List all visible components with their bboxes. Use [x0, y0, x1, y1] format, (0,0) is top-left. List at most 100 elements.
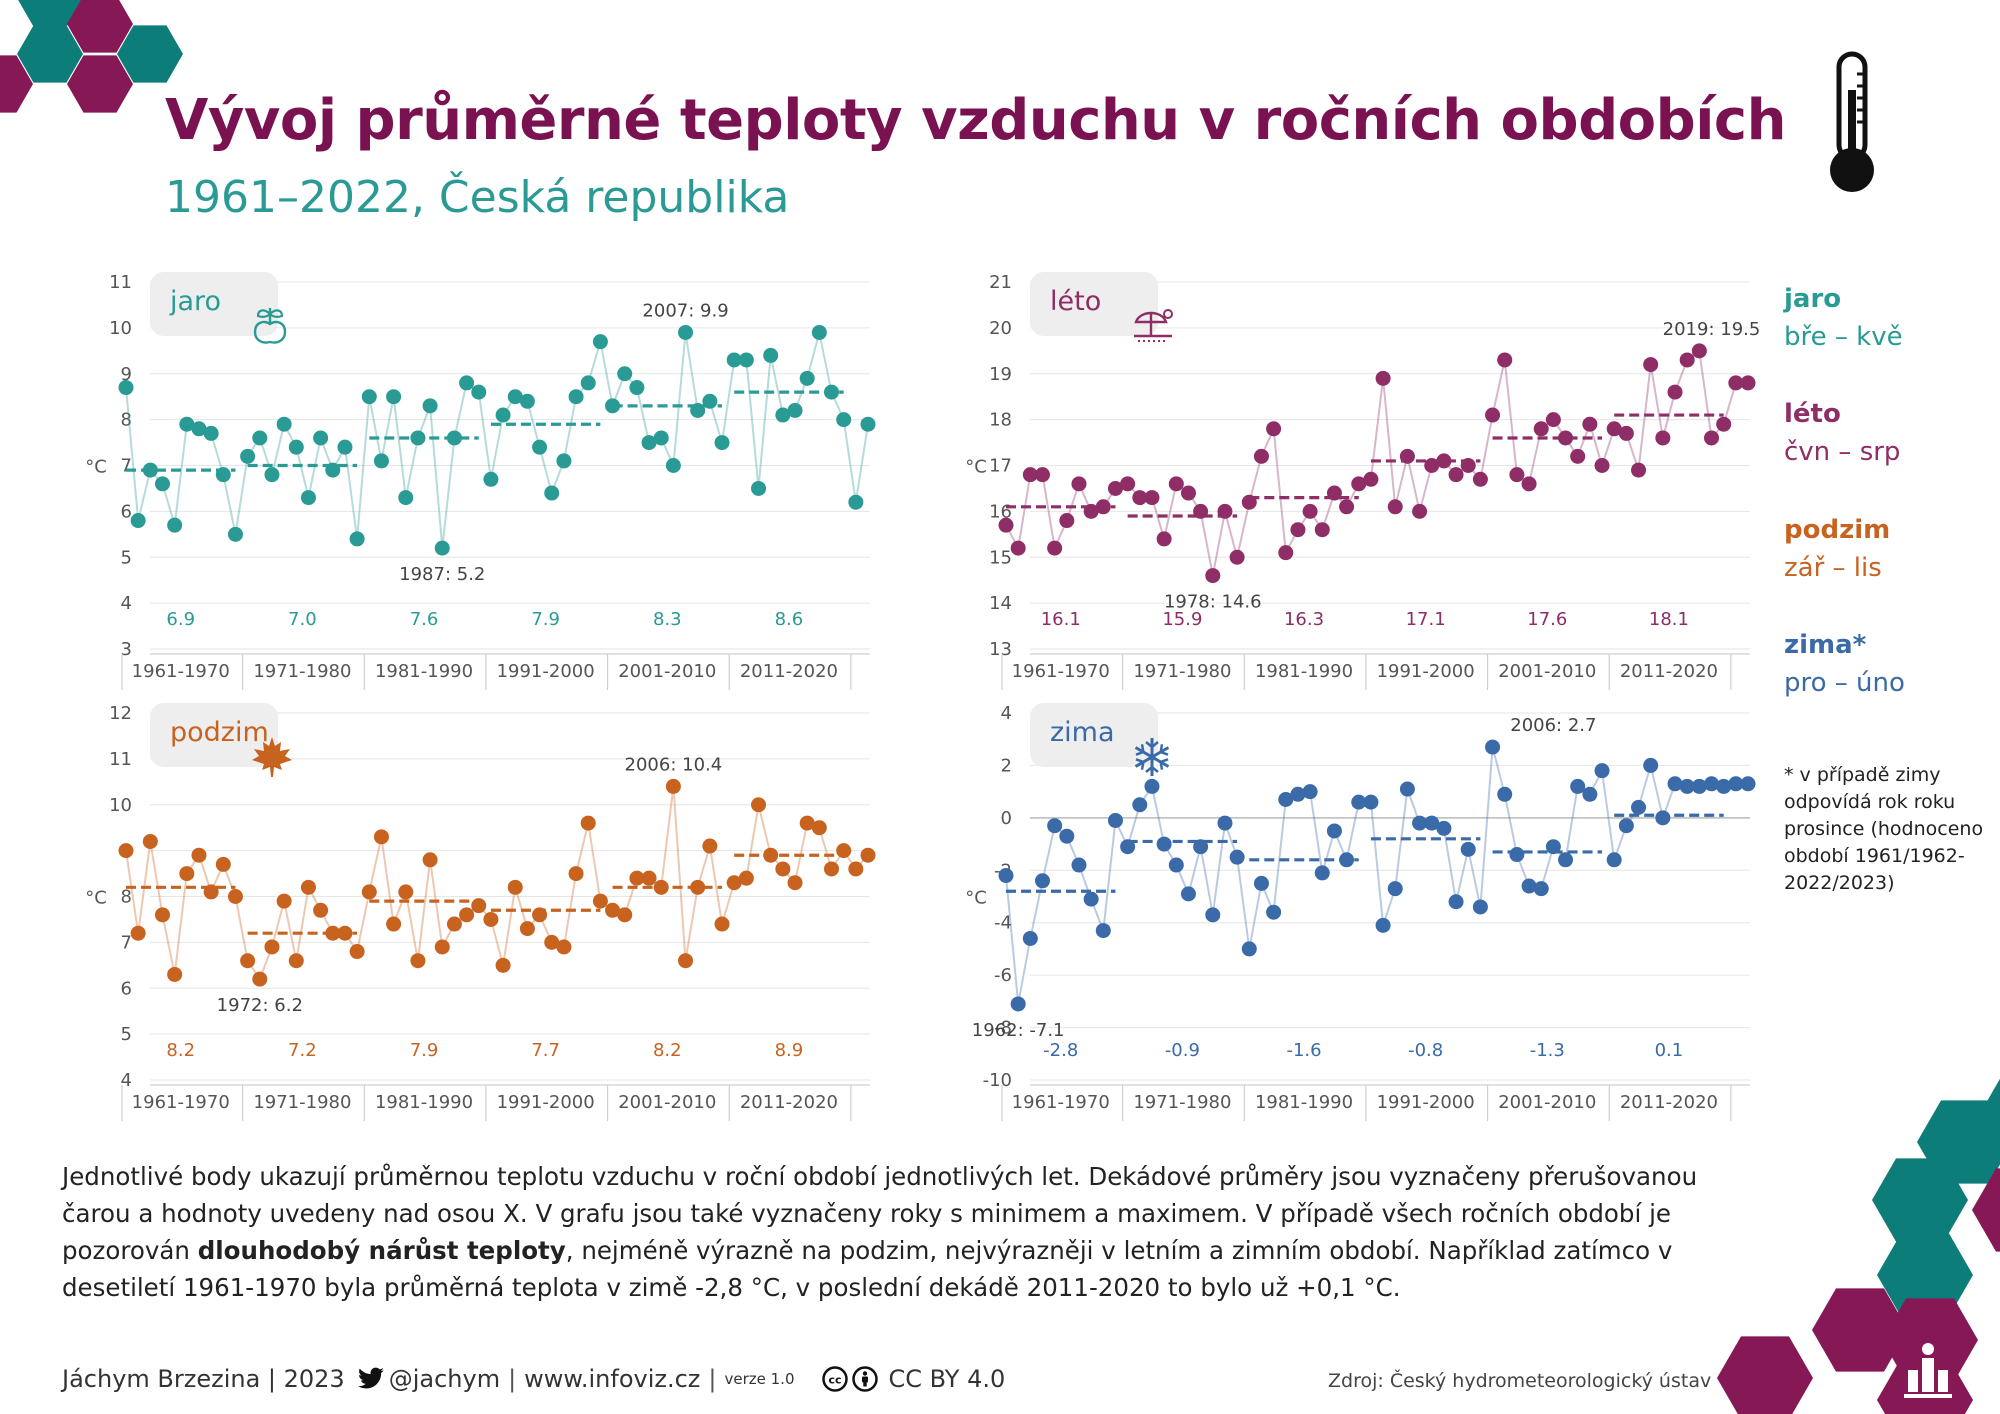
data-point [1180, 485, 1196, 501]
season-label: jaro [169, 286, 221, 317]
data-point [325, 462, 341, 478]
y-tick-label: 2 [1001, 755, 1012, 776]
annotation-label: 1972: 6.2 [217, 995, 303, 1016]
footer-twitter[interactable]: @jachym [388, 1365, 501, 1393]
x-tick-label: 2001-2010 [618, 1092, 716, 1113]
data-point [203, 425, 219, 441]
description: Jednotlivé body ukazují průměrnou teplot… [62, 1158, 1752, 1306]
y-tick-label: 6 [121, 501, 132, 522]
data-point [1241, 494, 1257, 510]
data-point [446, 916, 462, 932]
data-point [1083, 891, 1099, 907]
data-point [629, 870, 645, 886]
decade-mean-label: 8.3 [653, 609, 682, 630]
y-tick-label: 17 [989, 456, 1012, 477]
data-point [1606, 852, 1622, 868]
data-point [1728, 375, 1744, 391]
annotation-label: 1978: 14.6 [1164, 592, 1262, 613]
hexagon [1872, 1158, 1968, 1242]
data-point [1010, 996, 1026, 1012]
x-tick-label: 1961-1970 [132, 661, 230, 682]
footer-web[interactable]: www.infoviz.cz [524, 1365, 701, 1393]
y-tick-label: 5 [121, 1024, 132, 1045]
data-point [1509, 847, 1525, 863]
data-point [690, 402, 706, 418]
hexagon [1717, 1336, 1813, 1414]
legend-podzim: podzim zář – lis [1784, 511, 1890, 587]
decade-mean-label: 18.1 [1649, 609, 1689, 630]
x-tick-label: 2011-2020 [1620, 661, 1718, 682]
data-point [167, 517, 183, 533]
x-tick-label: 1991-2000 [497, 661, 595, 682]
data-point [1083, 503, 1099, 519]
data-point [1168, 476, 1184, 492]
data-point [203, 884, 219, 900]
footer-version: verze 1.0 [724, 1370, 795, 1388]
x-tick-label: 1981-1990 [375, 1092, 473, 1113]
data-point [1120, 839, 1136, 855]
x-tick-label: 1981-1990 [375, 661, 473, 682]
legend-name: jaro [1784, 284, 1842, 314]
y-tick-label: 7 [121, 456, 132, 477]
data-point [422, 398, 438, 414]
series-line [125, 332, 869, 549]
data-point [1460, 458, 1476, 473]
data-point [1740, 375, 1756, 391]
data-point [1485, 739, 1501, 755]
data-point [580, 815, 596, 831]
data-point [191, 847, 207, 863]
x-tick-label: 2001-2010 [618, 661, 716, 682]
data-point [300, 490, 316, 506]
data-point [763, 847, 779, 863]
data-point [1168, 857, 1184, 873]
annotation-label: 2006: 2.7 [1510, 715, 1596, 736]
y-axis-label: °C [85, 888, 107, 909]
data-point [799, 815, 815, 831]
data-point [1156, 531, 1172, 547]
data-point [775, 407, 791, 423]
data-point [276, 416, 292, 432]
data-point [422, 852, 438, 868]
data-point [142, 462, 158, 478]
season-label: podzim [170, 717, 269, 748]
data-point [763, 347, 779, 363]
data-point [1351, 476, 1367, 492]
data-point [1022, 467, 1038, 483]
data-point [738, 352, 754, 368]
data-point [507, 389, 523, 405]
data-point [459, 375, 475, 391]
data-point [1314, 865, 1330, 881]
data-point [1643, 757, 1659, 773]
data-point [1205, 907, 1221, 923]
data-point [1266, 421, 1282, 437]
data-point [653, 430, 669, 446]
data-point [860, 416, 876, 432]
data-point [1485, 407, 1501, 423]
season-label-box [1030, 703, 1158, 767]
data-point [240, 953, 256, 969]
data-point [252, 430, 268, 446]
data-point [337, 439, 353, 455]
season-label-box [150, 272, 278, 336]
description-bold: dlouhodobý nárůst teploty [197, 1236, 566, 1265]
data-point [1460, 841, 1476, 857]
decade-mean-label: -0.9 [1165, 1040, 1200, 1061]
data-point [1667, 384, 1683, 400]
data-point [1314, 522, 1330, 538]
data-point [240, 448, 256, 464]
hexagon [1812, 1288, 1908, 1372]
data-point [361, 884, 377, 900]
decade-mean-label: 6.9 [166, 609, 195, 630]
data-point [532, 907, 548, 923]
decade-mean-label: -1.6 [1286, 1040, 1321, 1061]
data-point [714, 916, 730, 932]
data-point [605, 902, 621, 918]
data-point [811, 820, 827, 836]
data-point [1290, 522, 1306, 538]
data-point [617, 907, 633, 923]
data-point [1229, 549, 1245, 565]
data-point [1716, 416, 1732, 432]
x-tick-label: 1971-1980 [1133, 1092, 1231, 1113]
data-point [1667, 776, 1683, 792]
data-point [1521, 878, 1537, 894]
